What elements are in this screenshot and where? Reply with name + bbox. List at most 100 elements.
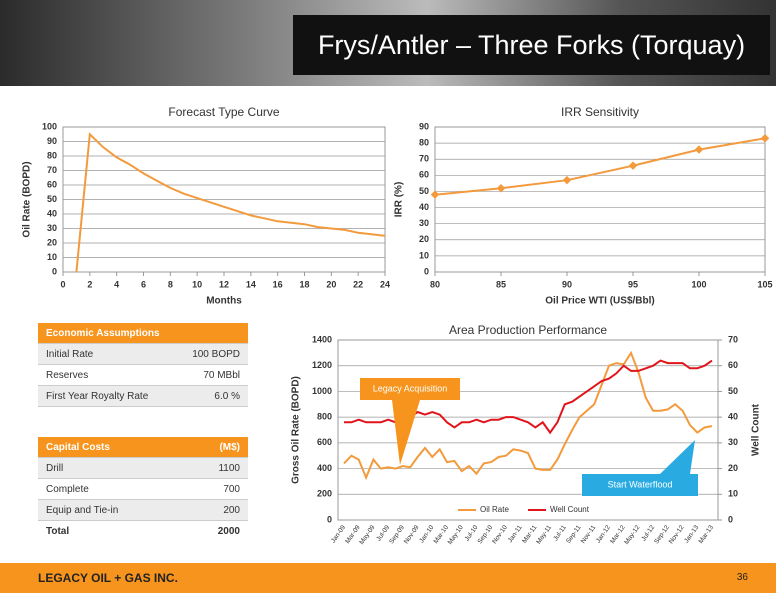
y-tick-label: 10: [419, 250, 429, 260]
cell: Total: [46, 525, 70, 537]
y-tick-label: 60: [47, 179, 57, 189]
x-tick-label: 18: [299, 279, 309, 289]
y-tick-label: 0: [424, 266, 429, 276]
cell: Equip and Tie-in: [38, 499, 185, 521]
y-tick-label: 1200: [312, 360, 332, 370]
table-header: Capital Costs: [38, 437, 185, 458]
x-tick-label: Nov-12: [668, 524, 686, 545]
y-tick-label: 200: [317, 489, 332, 499]
series-line: [343, 350, 713, 481]
legend-label: Well Count: [550, 505, 590, 514]
y-tick-label: 30: [47, 223, 57, 233]
y-tick-label: 100: [42, 121, 57, 131]
y2-tick-label: 60: [728, 360, 738, 370]
cell: 70 MBbl: [174, 364, 248, 386]
y-tick-label: 90: [47, 136, 57, 146]
x-tick-label: 16: [273, 279, 283, 289]
footer: LEGACY OIL + GAS INC. 36: [0, 563, 776, 593]
x-tick-label: 80: [430, 279, 440, 289]
y-tick-label: 1400: [312, 334, 332, 344]
y-tick-label: 40: [419, 202, 429, 212]
y2-tick-label: 40: [728, 412, 738, 422]
chart-title: Area Production Performance: [449, 323, 607, 337]
callout: [360, 378, 460, 400]
x-tick-label: 10: [192, 279, 202, 289]
x-tick-label: 90: [562, 279, 572, 289]
y-axis-label: IRR (%): [394, 182, 405, 218]
marker: [760, 134, 770, 143]
y-tick-label: 20: [47, 237, 57, 247]
y-tick-label: 800: [317, 412, 332, 422]
cell: 100 BOPD: [174, 343, 248, 365]
cell: Drill: [38, 457, 185, 479]
chart-title: IRR Sensitivity: [561, 105, 639, 119]
x-tick-label: May-11: [535, 524, 553, 546]
y-tick-label: 50: [47, 194, 57, 204]
y-tick-label: 50: [419, 186, 429, 196]
y-tick-label: 40: [47, 208, 57, 218]
y-tick-label: 0: [52, 266, 57, 276]
series-line: [434, 137, 766, 196]
y2-axis-label: Well Count: [751, 403, 762, 456]
cell: Reserves: [38, 364, 175, 386]
y-axis-label: Oil Rate (BOPD): [22, 161, 33, 237]
x-tick-label: Nov-09: [403, 524, 421, 545]
callout-pointer: [660, 440, 695, 474]
page-number: 36: [736, 572, 748, 583]
x-tick-label: 24: [380, 279, 390, 289]
callout-pointer: [392, 400, 420, 465]
x-tick-label: 12: [219, 279, 229, 289]
y-tick-label: 60: [419, 170, 429, 180]
y2-tick-label: 70: [728, 334, 738, 344]
cell: 200: [184, 499, 248, 521]
cell: Initial Rate: [38, 343, 175, 365]
legend-label: Oil Rate: [480, 505, 509, 514]
y2-tick-label: 0: [728, 514, 733, 524]
cell: 6.0 %: [174, 385, 248, 407]
x-tick-label: May-09: [358, 524, 376, 546]
series-line: [75, 132, 386, 273]
x-tick-label: May-12: [623, 524, 641, 546]
y-axis-label: Gross Oil Rate (BOPD): [291, 376, 302, 484]
x-tick-label: 0: [60, 279, 65, 289]
x-tick-label: 8: [168, 279, 173, 289]
plot-border: [434, 126, 766, 273]
x-tick-label: Nov-10: [491, 524, 509, 545]
y2-tick-label: 30: [728, 437, 738, 447]
y-tick-label: 400: [317, 463, 332, 473]
y-tick-label: 0: [327, 514, 332, 524]
table-header: (M$): [184, 437, 248, 458]
y-tick-label: 1000: [312, 386, 332, 396]
callout: [582, 474, 698, 496]
company: LEGACY OIL + GAS INC.: [38, 571, 178, 585]
x-tick-label: May-10: [447, 524, 465, 546]
y-tick-label: 30: [419, 218, 429, 228]
x-tick-label: 95: [628, 279, 638, 289]
y-tick-label: 80: [47, 150, 57, 160]
economic-table: Economic Assumptions Initial Rate 100 BOP…: [38, 323, 248, 407]
x-tick-label: Mar-13: [698, 524, 716, 545]
y-tick-label: 20: [419, 234, 429, 244]
x-tick-label: 14: [246, 279, 256, 289]
cell: First Year Royalty Rate: [38, 385, 175, 407]
y-tick-label: 90: [419, 121, 429, 131]
x-tick-label: 22: [353, 279, 363, 289]
x-tick-label: 105: [757, 279, 772, 289]
y-tick-label: 70: [47, 165, 57, 175]
x-tick-label: 6: [141, 279, 146, 289]
cell: Complete: [38, 478, 185, 500]
y-tick-label: 80: [419, 137, 429, 147]
cell: 2000: [217, 525, 240, 537]
x-tick-label: Nov-11: [580, 524, 598, 545]
marker: [694, 145, 704, 154]
y-tick-label: 10: [47, 252, 57, 262]
x-tick-label: 85: [496, 279, 506, 289]
y-tick-label: 600: [317, 437, 332, 447]
x-tick-label: 100: [691, 279, 706, 289]
marker: [628, 161, 638, 170]
plot-border: [337, 339, 719, 521]
x-axis-label: Months: [206, 296, 242, 307]
x-tick-label: 2: [87, 279, 92, 289]
